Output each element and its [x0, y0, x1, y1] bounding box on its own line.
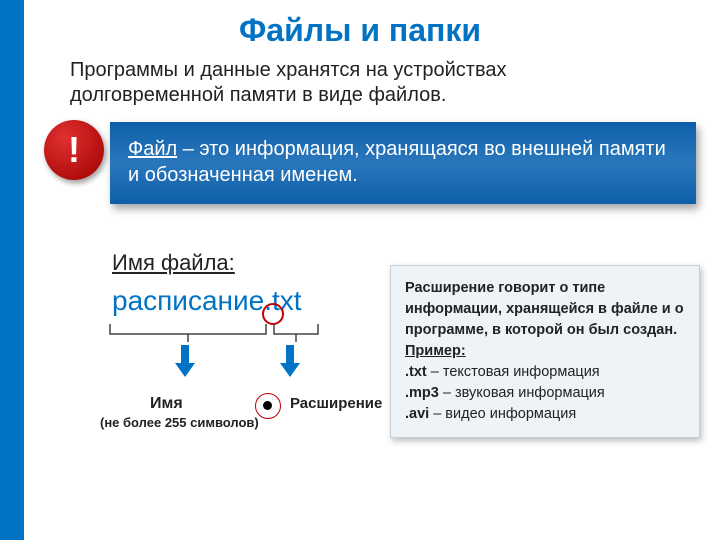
intro-text: Программы и данные хранятся на устройств… — [70, 58, 630, 108]
page-title: Файлы и папки — [0, 12, 720, 49]
definition-term: Файл — [128, 138, 177, 160]
info-heading: Расширение говорит о типе информации, хр… — [405, 280, 684, 338]
arrow-down-icon — [175, 345, 195, 379]
separator-dot-ring — [255, 393, 281, 419]
definition-box: Файл – это информация, хранящаяся во вне… — [110, 122, 696, 204]
arrow-down-icon — [280, 345, 300, 379]
info-item: .txt – текстовая информация — [405, 364, 600, 380]
definition-rest: – это информация, хранящаяся во внешней … — [128, 138, 666, 186]
extension-info-box: Расширение говорит о типе информации, хр… — [390, 265, 700, 438]
extension-part-label: Расширение — [290, 395, 382, 412]
name-part-label: Имя — [150, 395, 183, 413]
alert-badge: ! — [44, 120, 104, 180]
filename-bracket — [108, 322, 328, 344]
name-part-sub: (не более 255 символов) — [100, 415, 259, 430]
info-example-label: Пример: — [405, 343, 466, 359]
side-stripe — [0, 0, 24, 540]
info-item: .mp3 – звуковая информация — [405, 385, 605, 401]
filename-section-label: Имя файла: — [112, 250, 235, 276]
info-item: .avi – видео информация — [405, 406, 576, 422]
